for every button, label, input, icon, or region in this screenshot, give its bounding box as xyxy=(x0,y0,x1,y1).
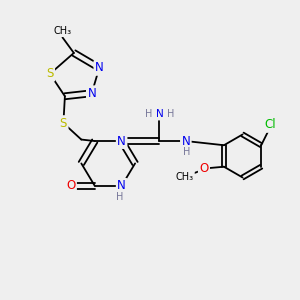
Text: H: H xyxy=(167,109,174,119)
Text: H: H xyxy=(145,109,152,119)
Text: CH₃: CH₃ xyxy=(176,172,194,182)
Text: Cl: Cl xyxy=(264,118,276,131)
Text: O: O xyxy=(66,179,76,192)
Text: N: N xyxy=(87,87,96,100)
Text: CH₃: CH₃ xyxy=(53,26,72,36)
Text: H: H xyxy=(183,147,190,158)
Text: H: H xyxy=(116,192,124,202)
Text: S: S xyxy=(60,117,67,130)
Text: N: N xyxy=(117,179,126,192)
Text: S: S xyxy=(46,68,54,80)
Text: N: N xyxy=(95,61,103,74)
Text: O: O xyxy=(199,162,208,175)
Text: N: N xyxy=(182,134,190,148)
Text: N: N xyxy=(117,134,126,148)
Text: N: N xyxy=(156,109,164,119)
